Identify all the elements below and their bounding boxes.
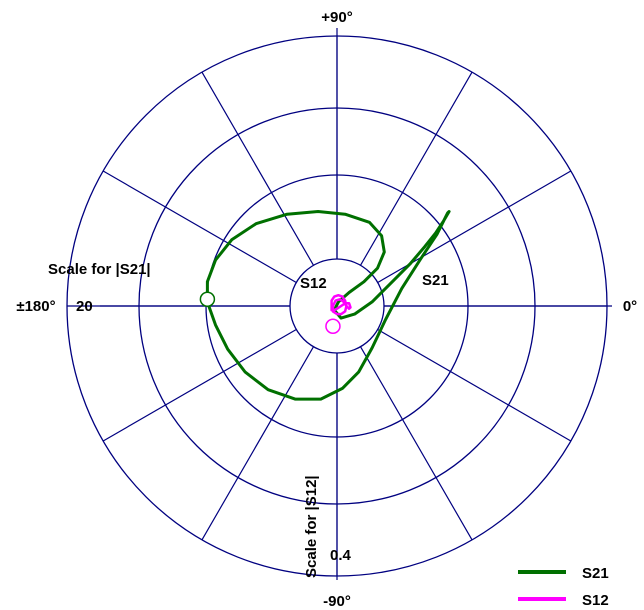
s12-curve-label: S12 [300, 275, 327, 292]
s21-scale-max-label: 20 [76, 298, 93, 315]
grid-spoke-240 [201, 346, 315, 541]
grid-spoke-150 [102, 170, 297, 284]
series-marker-s12 [325, 318, 341, 334]
angle-label-right: 0° [623, 298, 637, 315]
grid-spoke-60 [359, 71, 473, 266]
grid-ring-4 [66, 35, 608, 577]
series-line-s12 [330, 293, 352, 316]
angle-label-left: ±180° [16, 298, 55, 315]
series-marker-s21 [199, 291, 216, 307]
series-line-s21 [205, 210, 451, 401]
series-layer [199, 210, 451, 401]
grid-spoke-300 [359, 346, 473, 541]
grid-spoke-120 [201, 71, 315, 266]
grid-spoke-330 [377, 328, 572, 442]
s21-scale-title: Scale for |S21| [48, 261, 151, 278]
s12-scale-max-label: 0.4 [330, 547, 352, 564]
polar-grid [66, 28, 612, 580]
grid-ring-3 [138, 107, 536, 505]
s12-scale-title: Scale for |S12| [303, 475, 320, 578]
legend: S21 S12 [518, 565, 609, 609]
legend-label-s12: S12 [582, 592, 609, 609]
s21-curve-label: S21 [422, 272, 449, 289]
grid-ring-1 [289, 258, 385, 354]
angle-label-bottom: -90° [323, 593, 351, 610]
legend-label-s21: S21 [582, 565, 609, 582]
angle-label-top: +90° [321, 9, 352, 26]
grid-spoke-210 [102, 328, 297, 442]
